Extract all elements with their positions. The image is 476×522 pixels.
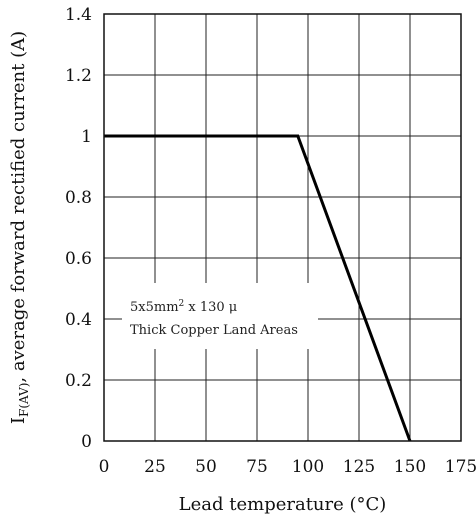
y-tick-label: 0.8 bbox=[65, 188, 92, 208]
x-tick-label: 50 bbox=[195, 457, 217, 477]
grid bbox=[103, 13, 462, 442]
y-tick-label: 1.4 bbox=[65, 5, 92, 25]
x-tick-label: 0 bbox=[99, 457, 110, 477]
x-tick-label: 100 bbox=[292, 457, 324, 477]
y-tick-label: 0.4 bbox=[65, 310, 92, 330]
y-tick-label: 0.2 bbox=[65, 371, 92, 391]
x-tick-label: 175 bbox=[445, 457, 476, 477]
annotation-line-1: 5x5mm2 x 130 μ bbox=[130, 299, 237, 315]
y-tick-labels: 0 0.2 0.4 0.6 0.8 1 1.2 1.4 bbox=[65, 5, 92, 452]
annotation-box: 5x5mm2 x 130 μ Thick Copper Land Areas bbox=[122, 283, 318, 349]
x-tick-label: 25 bbox=[144, 457, 166, 477]
x-axis-title: Lead temperature (°C) bbox=[179, 494, 387, 515]
annotation-background bbox=[122, 283, 318, 349]
y-tick-label: 0 bbox=[81, 432, 92, 452]
y-tick-label: 0.6 bbox=[65, 249, 92, 269]
plot-frame bbox=[103, 13, 462, 442]
x-tick-label: 150 bbox=[394, 457, 426, 477]
y-tick-label: 1 bbox=[81, 127, 92, 147]
series bbox=[104, 134, 412, 442]
y-tick-label: 1.2 bbox=[65, 66, 92, 86]
series-line bbox=[104, 134, 412, 442]
annotation-line-2: Thick Copper Land Areas bbox=[130, 323, 298, 338]
y-axis-title: IF(AV), average forward rectified curren… bbox=[8, 31, 31, 424]
x-tick-label: 125 bbox=[343, 457, 375, 477]
x-tick-labels: 0 25 50 75 100 125 150 175 bbox=[99, 457, 476, 477]
x-tick-label: 75 bbox=[246, 457, 268, 477]
